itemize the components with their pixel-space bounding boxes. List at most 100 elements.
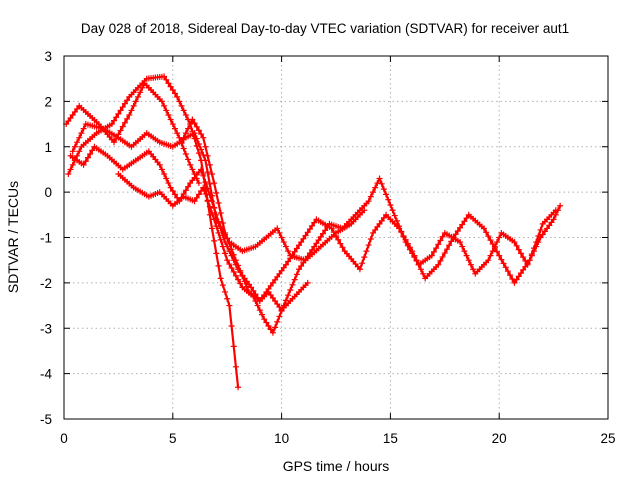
y-tick-label: -5: [40, 412, 52, 427]
data-point: [243, 283, 250, 290]
data-point: [167, 184, 174, 191]
data-point: [156, 161, 163, 168]
data-point: [520, 266, 527, 273]
plot-frame: [63, 55, 609, 420]
data-point: [195, 180, 202, 187]
data-point: [520, 254, 527, 261]
data-point: [274, 301, 281, 308]
data-point: [74, 105, 81, 112]
data-point: [217, 210, 224, 216]
data-point: [359, 260, 366, 267]
series-layer: [63, 73, 564, 391]
data-point: [282, 243, 289, 250]
data-point: [298, 239, 305, 246]
data-point: [287, 287, 294, 294]
data-point: [367, 193, 374, 200]
data-point: [413, 257, 420, 264]
x-tick-label: 0: [60, 431, 68, 446]
data-point: [278, 308, 285, 315]
data-point: [182, 151, 189, 158]
data-point: [369, 189, 376, 196]
data-point: [328, 225, 335, 232]
data-point: [200, 134, 207, 141]
data-point: [193, 123, 200, 130]
data-point: [302, 256, 309, 263]
data-point: [276, 313, 283, 320]
data-point: [457, 239, 464, 246]
data-point: [467, 261, 474, 268]
data-point: [208, 198, 215, 205]
data-point: [293, 271, 300, 278]
data-point: [189, 166, 196, 173]
data-point: [163, 107, 170, 114]
data-point: [276, 229, 283, 236]
data-point: [269, 329, 276, 336]
data-point: [515, 246, 522, 253]
data-point: [485, 257, 492, 264]
data-point: [461, 248, 468, 255]
data-point: [69, 148, 76, 155]
data-point: [537, 226, 544, 233]
data-point: [198, 166, 205, 173]
data-point: [496, 234, 503, 241]
data-point: [108, 121, 115, 128]
data-point: [178, 139, 185, 146]
data-point: [208, 210, 215, 216]
data-point: [459, 243, 466, 250]
data-point: [74, 139, 81, 146]
data-point: [383, 191, 390, 198]
data-point: [176, 98, 183, 105]
data-point: [420, 270, 427, 277]
data-point: [195, 141, 202, 148]
data-point: [237, 267, 244, 274]
data-point: [330, 229, 337, 236]
data-point: [206, 191, 213, 198]
data-point: [263, 288, 270, 295]
data-point: [487, 237, 494, 244]
data-point: [300, 259, 307, 266]
data-point: [124, 97, 131, 104]
data-point: [333, 232, 339, 239]
data-point: [367, 236, 374, 243]
data-point: [507, 272, 514, 279]
data-point: [206, 203, 213, 210]
data-point: [267, 282, 274, 289]
data-point: [289, 252, 296, 258]
data-point: [211, 216, 218, 223]
data-point: [404, 240, 411, 247]
data-point: [128, 107, 135, 114]
data-point: [171, 191, 178, 198]
data-point: [215, 200, 222, 207]
data-point: [224, 235, 231, 242]
y-tick-label: -1: [40, 231, 52, 246]
data-point: [230, 268, 237, 275]
data-point: [200, 151, 207, 158]
data-point: [111, 139, 118, 146]
data-point: [161, 102, 168, 109]
data-point: [217, 236, 224, 243]
data-point: [274, 225, 281, 232]
data-point: [544, 225, 551, 232]
data-point: [398, 229, 405, 236]
data-point: [185, 125, 192, 132]
data-point: [339, 244, 346, 251]
data-point: [282, 297, 289, 304]
data-point: [261, 316, 268, 323]
data-point: [302, 232, 309, 239]
data-point: [182, 130, 189, 137]
data-point: [119, 104, 126, 111]
data-point: [165, 111, 172, 118]
data-point: [263, 319, 270, 326]
data-point: [428, 252, 435, 259]
data-point: [80, 161, 87, 168]
data-point: [202, 157, 209, 164]
data-point: [276, 270, 283, 277]
data-point: [211, 237, 218, 244]
data-point: [80, 125, 87, 132]
data-point: [195, 127, 202, 134]
data-point: [208, 170, 215, 177]
data-point: [182, 111, 189, 118]
data-point: [485, 233, 492, 240]
data-point: [208, 225, 215, 232]
data-point: [259, 311, 266, 318]
